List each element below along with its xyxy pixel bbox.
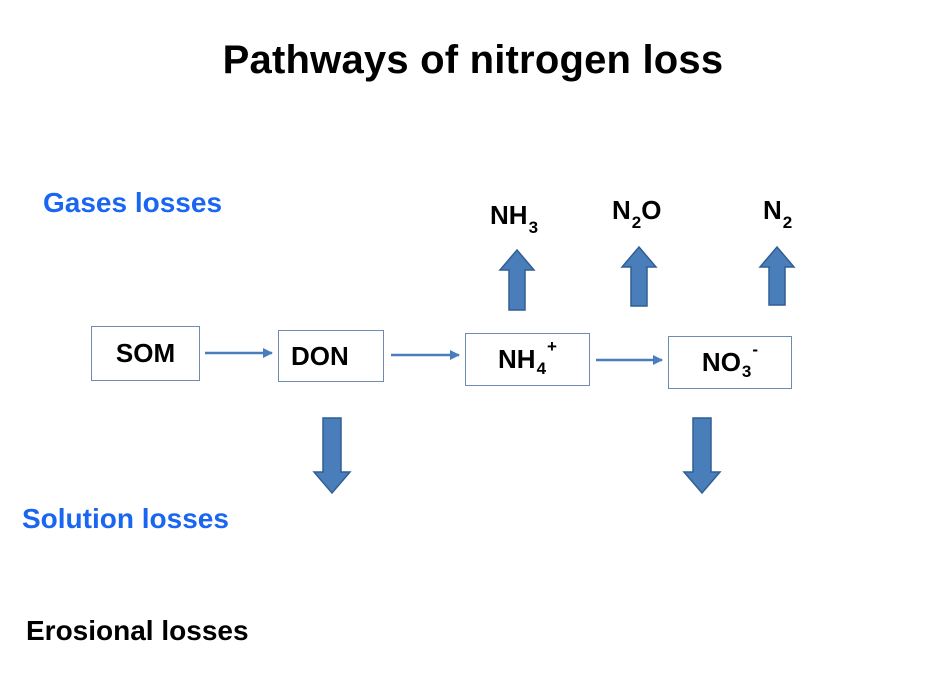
- node-nh4-superscript: +: [547, 336, 557, 356]
- node-nh4-base: NH: [498, 344, 536, 374]
- gas-n2-base: N: [763, 195, 782, 225]
- node-no3-subscript: 3: [741, 361, 752, 381]
- gas-nh3-subscript: 3: [528, 218, 539, 237]
- arrow-down-don: [312, 417, 352, 495]
- arrow-down-no3: [682, 417, 722, 495]
- node-don: DON: [278, 330, 384, 382]
- slide-title: Pathways of nitrogen loss: [222, 38, 724, 82]
- gas-n2o: N2O: [612, 195, 662, 232]
- gas-nh3-base: NH: [490, 200, 528, 230]
- arrow-up-n2o: [620, 245, 658, 307]
- erosional-losses-label: Erosional losses: [26, 615, 249, 646]
- node-no3: NO 3-: [668, 336, 792, 389]
- node-no3-base: NO: [701, 347, 741, 377]
- node-nh4: NH 4 +: [465, 333, 590, 386]
- node-som-label: SOM: [115, 338, 176, 368]
- arrow-up-nh3: [498, 248, 536, 311]
- node-don-label: DON: [291, 340, 349, 371]
- gases-losses-label: Gases losses: [43, 187, 223, 218]
- gas-n2o-subscript: 2: [631, 213, 642, 232]
- solution-losses-label: Solution losses: [22, 503, 229, 534]
- gas-n2-subscript: 2: [782, 213, 793, 232]
- node-no3-superscript: -: [752, 339, 759, 359]
- gas-n2: N2: [763, 195, 792, 232]
- node-nh4-subscript: 4: [536, 358, 547, 378]
- gas-nh3: NH3: [490, 200, 538, 237]
- node-som: SOM: [91, 326, 200, 381]
- gas-n2o-post: O: [641, 195, 662, 225]
- arrow-up-n2: [758, 245, 796, 306]
- gas-n2o-pre: N: [612, 195, 631, 225]
